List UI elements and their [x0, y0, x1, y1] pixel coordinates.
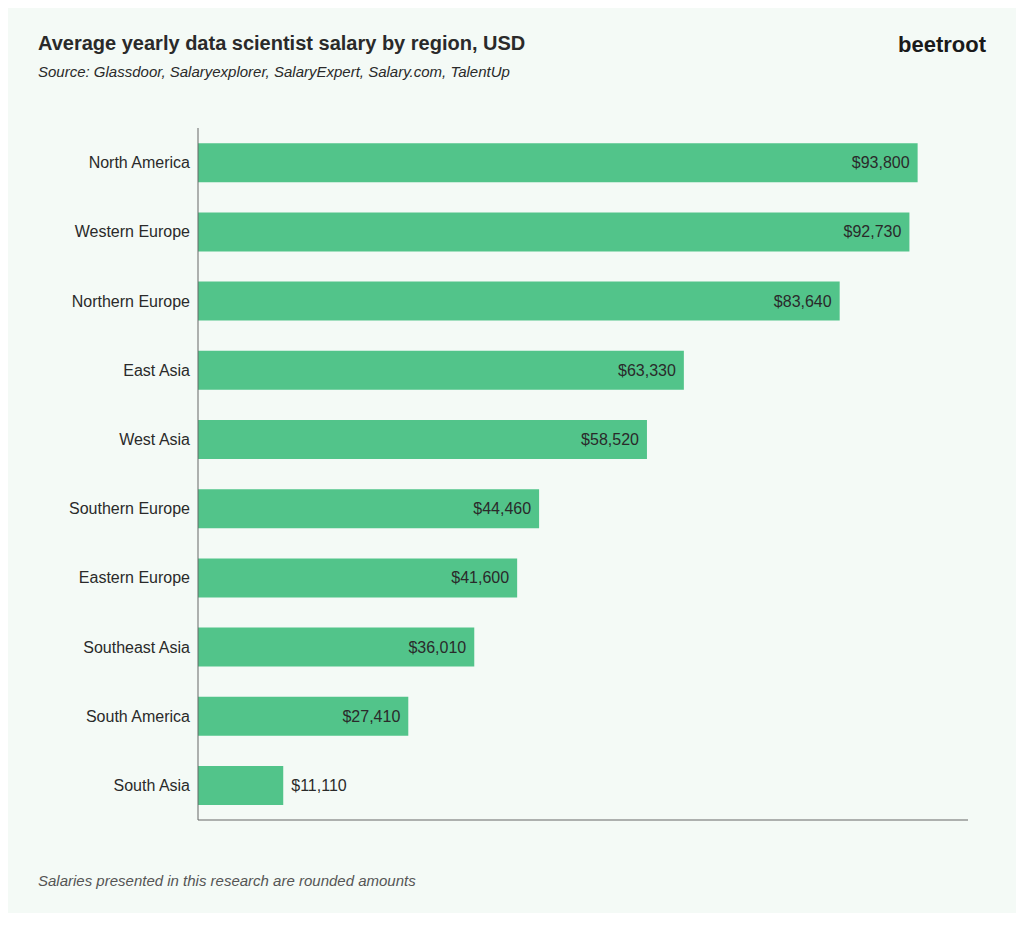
svg-text:$36,010: $36,010	[408, 639, 466, 656]
html-text:Average yearly data scientist: Average yearly data scientist salary by …	[38, 32, 526, 54]
svg-text:West Asia: West Asia	[119, 431, 190, 448]
svg-text:North America: North America	[89, 154, 190, 171]
svg-text:$93,800: $93,800	[852, 154, 910, 171]
svg-text:$58,520: $58,520	[581, 431, 639, 448]
svg-text:South Asia: South Asia	[114, 777, 191, 794]
svg-text:East Asia: East Asia	[123, 362, 190, 379]
svg-text:Northern Europe: Northern Europe	[72, 293, 190, 310]
svg-text:$41,600: $41,600	[451, 569, 509, 586]
svg-text:Western Europe: Western Europe	[75, 223, 190, 240]
svg-text:South America: South America	[86, 708, 190, 725]
svg-text:$92,730: $92,730	[844, 223, 902, 240]
svg-text:Southern Europe: Southern Europe	[69, 500, 190, 517]
svg-text:Eastern Europe: Eastern Europe	[79, 569, 190, 586]
svg-text:$44,460: $44,460	[473, 500, 531, 517]
html-text:beetroot: beetroot	[898, 32, 986, 57]
svg-text:$11,110: $11,110	[291, 777, 347, 794]
svg-text:$63,330: $63,330	[618, 362, 676, 379]
svg-text:Southeast Asia: Southeast Asia	[83, 639, 190, 656]
html-text:Source: Glassdoor, Salaryexplo: Source: Glassdoor, Salaryexplorer, Salar…	[38, 63, 510, 80]
svg-text:$83,640: $83,640	[774, 293, 832, 310]
html-text:Salaries presented in this res: Salaries presented in this research are …	[38, 872, 416, 889]
svg-text:$27,410: $27,410	[342, 708, 400, 725]
